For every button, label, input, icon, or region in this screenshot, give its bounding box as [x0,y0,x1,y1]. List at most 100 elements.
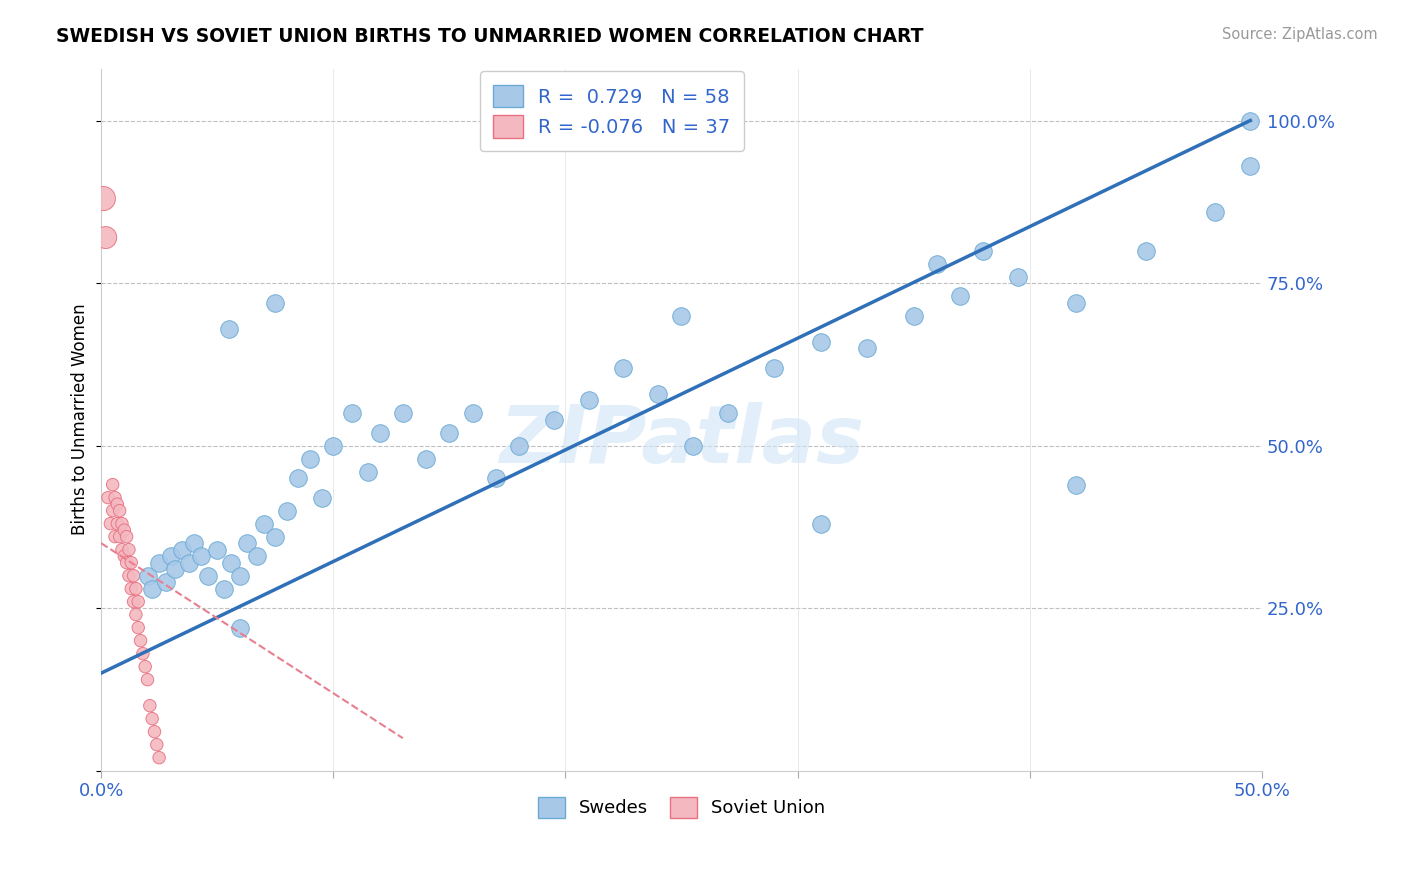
Point [264,295,287,310]
Point [1064,295,1087,310]
Point [146,738,169,752]
Point [682,439,704,453]
Point [972,244,994,258]
Point [647,386,669,401]
Point [143,724,166,739]
Point [322,439,344,453]
Point [246,549,269,563]
Point [925,256,948,270]
Point [340,406,363,420]
Point [439,425,461,440]
Point [276,503,298,517]
Point [129,633,152,648]
Point [252,516,274,531]
Text: ZIPatlas: ZIPatlas [499,401,863,480]
Point [717,406,740,420]
Point [136,568,159,582]
Point [112,523,135,537]
Point [148,750,170,764]
Point [264,530,287,544]
Point [392,406,415,420]
Point [159,549,181,563]
Point [101,503,124,517]
Point [287,471,309,485]
Point [856,341,879,355]
Point [763,360,786,375]
Point [205,542,228,557]
Point [112,549,135,563]
Y-axis label: Births to Unmarried Women: Births to Unmarried Women [72,304,89,535]
Point [612,360,634,375]
Point [219,556,242,570]
Point [229,568,252,582]
Point [105,516,128,531]
Point [172,542,194,557]
Point [671,309,693,323]
Point [508,439,530,453]
Point [104,530,127,544]
Point [127,594,149,608]
Point [141,712,163,726]
Point [122,568,145,582]
Point [1135,244,1157,258]
Point [357,465,380,479]
Point [108,503,131,517]
Point [104,491,127,505]
Point [101,477,124,491]
Point [311,491,333,505]
Point [578,393,600,408]
Point [125,607,148,622]
Point [148,556,170,570]
Point [105,497,128,511]
Point [183,536,205,550]
Text: Source: ZipAtlas.com: Source: ZipAtlas.com [1222,27,1378,42]
Point [1239,159,1261,173]
Point [179,556,201,570]
Point [810,334,832,349]
Point [165,562,187,576]
Point [190,549,212,563]
Point [236,536,259,550]
Point [212,582,235,596]
Point [111,542,134,557]
Text: SWEDISH VS SOVIET UNION BIRTHS TO UNMARRIED WOMEN CORRELATION CHART: SWEDISH VS SOVIET UNION BIRTHS TO UNMARR… [56,27,924,45]
Point [120,582,142,596]
Point [98,516,121,531]
Point [155,575,177,590]
Point [94,230,117,244]
Point [810,516,832,531]
Point [134,659,156,673]
Point [125,582,148,596]
Point [1064,477,1087,491]
Point [111,516,134,531]
Point [108,530,131,544]
Point [368,425,391,440]
Point [218,321,240,335]
Point [461,406,484,420]
Point [115,556,138,570]
Point [415,451,437,466]
Point [229,621,252,635]
Legend: Swedes, Soviet Union: Swedes, Soviet Union [530,789,832,825]
Point [949,289,972,303]
Point [118,542,141,557]
Point [543,412,565,426]
Point [136,673,159,687]
Point [1007,269,1029,284]
Point [127,621,149,635]
Point [122,594,145,608]
Point [485,471,508,485]
Point [97,491,120,505]
Point [298,451,321,466]
Point [139,698,162,713]
Point [197,568,219,582]
Point [141,582,163,596]
Point [93,192,115,206]
Point [1239,113,1261,128]
Point [115,530,138,544]
Point [903,309,925,323]
Point [118,568,141,582]
Point [132,647,155,661]
Point [120,556,142,570]
Point [1204,204,1226,219]
